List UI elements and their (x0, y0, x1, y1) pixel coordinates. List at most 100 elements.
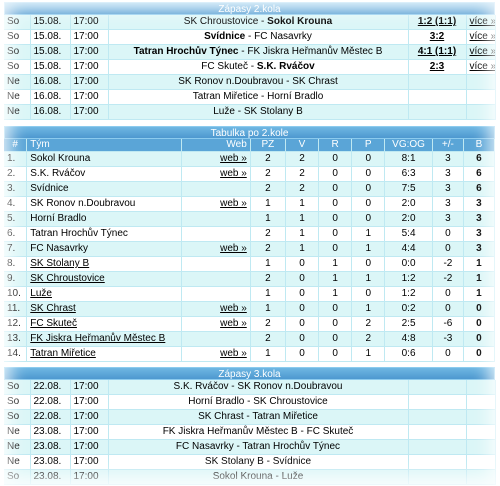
team-p: 1 (351, 346, 386, 362)
team-points: 6 (463, 181, 496, 197)
team-web-link[interactable]: web » (181, 196, 251, 212)
team-v: 0 (285, 286, 320, 302)
standings-row: 6. Tatran Hrochův Týnec 2 1 0 1 5:4 0 3 (4, 226, 496, 242)
col-header-team: Tým (26, 139, 183, 152)
team-p: 1 (351, 241, 386, 257)
match-date: 22.08. (30, 409, 71, 425)
team-p: 1 (351, 301, 386, 317)
team-pz: 2 (250, 316, 286, 332)
round3-match-row: So 22.08. 17:00 Horní Bradlo - SK Chroustov… (4, 394, 496, 410)
team-pz: 1 (250, 256, 286, 272)
match-score (408, 380, 467, 395)
team-score: 2:0 (384, 196, 433, 212)
team-r: 0 (318, 226, 353, 242)
team-name[interactable]: Tatran Miřetice (26, 346, 183, 362)
team-web-link[interactable]: web » (181, 316, 251, 332)
team-rank: 1. (4, 151, 28, 167)
team-pz: 1 (250, 286, 286, 302)
team-name[interactable]: FK Jiskra Heřmanův Městec B (26, 331, 183, 347)
match-day: Ne (4, 424, 31, 440)
team-web-link[interactable]: web » (181, 151, 251, 167)
match-score[interactable]: 3:2 (408, 29, 467, 45)
team-name[interactable]: SK Chrast (26, 301, 183, 317)
team-r: 1 (318, 256, 353, 272)
standings-row: 5. Horní Bradlo 1 1 0 0 2:0 3 3 (4, 211, 496, 227)
team-r: 0 (318, 241, 353, 257)
round2-match-row: So 15.08. 17:00 SK Chroustovice - Sokol Kro… (4, 15, 496, 30)
round3-match-row: So 22.08. 17:00 S.K. Rváčov - SK Ronov n.Do… (4, 380, 496, 395)
match-score[interactable]: 1:2 (1:1) (408, 15, 467, 30)
home-team: FC Skuteč (201, 61, 248, 72)
team-name[interactable]: SK Stolany B (26, 256, 183, 272)
col-header-points: B (463, 139, 496, 152)
team-web-link[interactable]: web » (181, 166, 251, 182)
round2-match-row: So 15.08. 17:00 Tatran Hrochův Týnec - FK J… (4, 44, 496, 60)
team-points: 0 (463, 331, 496, 347)
team-p: 0 (351, 211, 386, 227)
match-detail-link[interactable]: více » (466, 59, 496, 75)
match-detail-link[interactable]: více » (466, 15, 496, 30)
team-rank: 7. (4, 241, 28, 257)
team-points: 6 (463, 166, 496, 182)
team-diff: -6 (432, 316, 464, 332)
team-v: 1 (285, 241, 320, 257)
team-v: 1 (285, 226, 320, 242)
team-v: 2 (285, 181, 320, 197)
team-score: 4:4 (384, 241, 433, 257)
team-name: Svídnice (26, 181, 183, 197)
match-detail-link[interactable]: více » (466, 29, 496, 45)
match-day: Ne (4, 439, 31, 455)
team-web-link[interactable]: web » (181, 241, 251, 257)
team-web-link (181, 256, 251, 272)
home-team: Luže (213, 106, 235, 117)
match-score (408, 409, 467, 425)
team-p: 2 (351, 331, 386, 347)
match-day: So (4, 380, 31, 395)
match-detail-link (466, 469, 496, 485)
team-score: 0:0 (384, 256, 433, 272)
team-web-link[interactable]: web » (181, 301, 251, 317)
team-pz: 2 (250, 166, 286, 182)
team-r: 0 (318, 331, 353, 347)
team-name[interactable]: FC Skuteč (26, 316, 183, 332)
team-rank: 9. (4, 271, 28, 287)
match-detail-link (466, 380, 496, 395)
team-name[interactable]: SK Chroustovice (26, 271, 183, 287)
round2-title: Zápasy 2.kola (4, 2, 495, 15)
team-name: FC Nasavrky (26, 241, 183, 257)
match-time: 17:00 (70, 59, 109, 75)
team-diff: 0 (432, 286, 464, 302)
match-date: 22.08. (30, 380, 71, 395)
team-pz: 1 (250, 211, 286, 227)
team-name: S.K. Rváčov (26, 166, 183, 182)
match-teams: SK Ronov n.Doubravou - SK Chrast (108, 74, 409, 90)
team-r: 0 (318, 196, 353, 212)
match-score (408, 89, 467, 105)
match-score[interactable]: 2:3 (408, 59, 467, 75)
match-date: 15.08. (30, 44, 71, 60)
round2-match-row: So 15.08. 17:00 FC Skuteč - S.K. Rváčov 2:3 v… (4, 59, 496, 75)
match-score[interactable]: 4:1 (1:1) (408, 44, 467, 60)
team-v: 0 (285, 316, 320, 332)
match-time: 17:00 (70, 104, 109, 120)
match-time: 17:00 (70, 29, 109, 45)
match-date: 23.08. (30, 424, 71, 440)
team-diff: 3 (432, 196, 464, 212)
team-web-link[interactable]: web » (181, 346, 251, 362)
team-pz: 2 (250, 181, 286, 197)
match-detail-link[interactable]: více » (466, 44, 496, 60)
match-day: So (4, 44, 31, 60)
match-day: So (4, 409, 31, 425)
team-name[interactable]: Luže (26, 286, 183, 302)
team-v: 0 (285, 256, 320, 272)
team-web-link (181, 286, 251, 302)
team-pz: 2 (250, 151, 286, 167)
match-time: 17:00 (70, 74, 109, 90)
team-diff: 3 (432, 151, 464, 167)
team-rank: 14. (4, 346, 28, 362)
team-points: 1 (463, 256, 496, 272)
team-v: 0 (285, 331, 320, 347)
team-diff: 0 (432, 241, 464, 257)
col-header-p: P (351, 139, 386, 152)
match-date: 23.08. (30, 439, 71, 455)
